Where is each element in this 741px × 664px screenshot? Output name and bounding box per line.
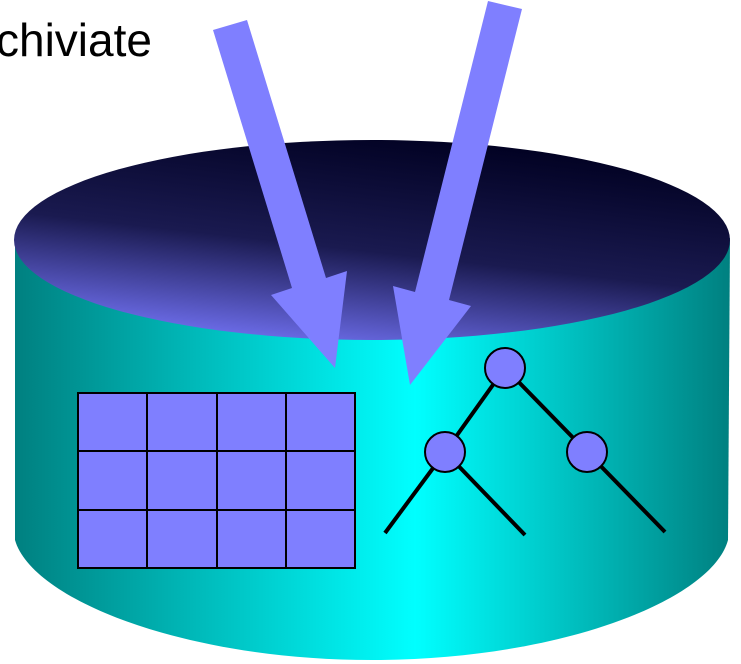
table-grid — [77, 392, 356, 569]
arrow — [393, 1, 522, 385]
tree — [383, 347, 667, 537]
arrow — [213, 20, 347, 368]
cylinder-top — [14, 140, 730, 340]
label: chiviate — [0, 14, 152, 66]
